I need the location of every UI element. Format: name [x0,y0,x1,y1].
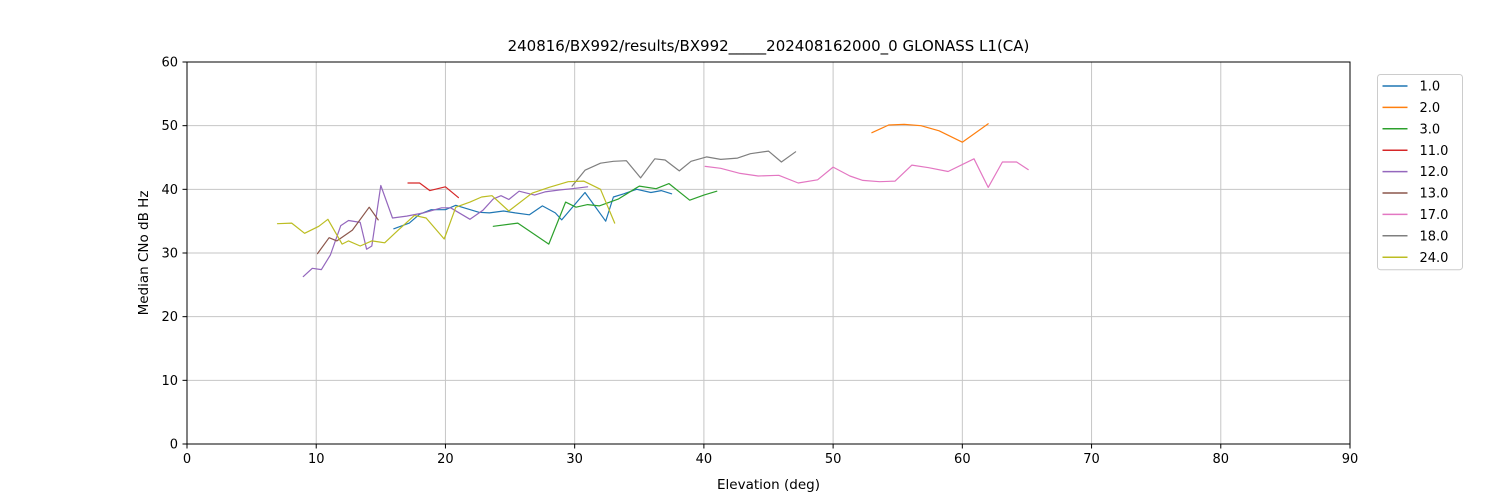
y-tick-label: 20 [161,310,178,325]
data-series [276,123,1029,278]
series-line-1.0 [393,188,673,230]
x-tick-label: 10 [308,452,325,467]
series-line-17.0 [704,158,1029,188]
y-tick-label: 0 [170,438,178,453]
chart-title: 240816/BX992/results/BX992_____202408162… [508,37,1030,56]
x-tick-label: 90 [1342,452,1359,467]
legend-label: 3.0 [1420,122,1441,137]
y-tick-label: 50 [161,119,178,134]
series-line-18.0 [571,150,797,187]
x-tick-label: 20 [437,452,454,467]
x-tick-label: 70 [1083,452,1100,467]
axis-ticks: 0 10 20 30 40 50 60 70 80 90 0 10 20 30 40 50 60 [161,56,1358,468]
legend-label: 24.0 [1420,251,1449,266]
grid-lines [186,61,1351,445]
series-line-2.0 [871,123,989,143]
y-axis-label: Median CNo dB Hz [136,191,152,316]
series-line-11.0 [407,182,459,199]
x-tick-label: 50 [825,452,842,467]
x-tick-label: 80 [1213,452,1230,467]
x-tick-label: 0 [183,452,191,467]
x-tick-label: 40 [696,452,713,467]
legend-label: 1.0 [1420,80,1441,95]
legend-label: 2.0 [1420,101,1441,116]
x-tick-label: 30 [566,452,583,467]
y-tick-label: 10 [161,374,178,389]
y-tick-label: 30 [161,247,178,262]
series-line-13.0 [316,206,379,255]
legend-box [1377,74,1463,271]
x-axis-label: Elevation (deg) [717,477,820,493]
legend-label: 18.0 [1420,229,1449,244]
legend-label: 11.0 [1420,144,1449,159]
legend: 1.0 2.0 3.0 11.0 12.0 13.0 17.0 18.0 24.0 [1377,74,1463,271]
series-line-24.0 [276,180,616,247]
y-tick-label: 40 [161,183,178,198]
y-tick-label: 60 [161,56,178,71]
x-tick-label: 60 [954,452,971,467]
legend-label: 13.0 [1420,187,1449,202]
legend-label: 17.0 [1420,208,1449,223]
series-line-12.0 [302,184,589,278]
series-line-3.0 [492,183,718,245]
legend-label: 12.0 [1420,165,1449,180]
